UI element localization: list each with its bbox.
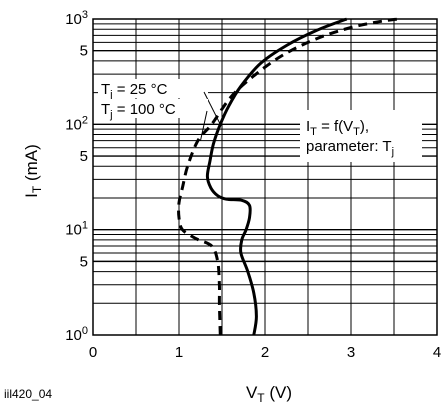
y-axis-label: IT (mA): [22, 144, 44, 198]
series-line-tj-100c: [179, 19, 399, 335]
y-tick-label: 101: [65, 220, 88, 239]
x-tick-label: 1: [175, 344, 183, 361]
y-tick-label: 102: [65, 114, 88, 133]
tick-labels: 0 1 2 3 4 100 5 101 5 102 5 103: [65, 9, 441, 361]
series-line-tj-25c: [207, 19, 346, 335]
x-tick-label: 4: [433, 344, 441, 361]
label-layer: Tj = 25 °CTj = 100 °CIT = f(VT),paramete…: [98, 79, 422, 162]
y-tick-label: 103: [65, 9, 88, 28]
x-axis-label: VT (V): [246, 383, 292, 405]
x-tick-label: 2: [261, 344, 269, 361]
y-tick-label: 5: [80, 253, 88, 270]
y-tick-label: 5: [80, 148, 88, 165]
x-tick-label: 0: [89, 344, 97, 361]
x-tick-label: 3: [347, 344, 355, 361]
figure-id: iil420_04: [4, 387, 52, 401]
series-layer: [179, 19, 399, 335]
y-tick-label: 100: [65, 325, 88, 344]
y-tick-label: 5: [80, 43, 88, 60]
axis-labels: VT (V) IT (mA): [22, 144, 292, 405]
